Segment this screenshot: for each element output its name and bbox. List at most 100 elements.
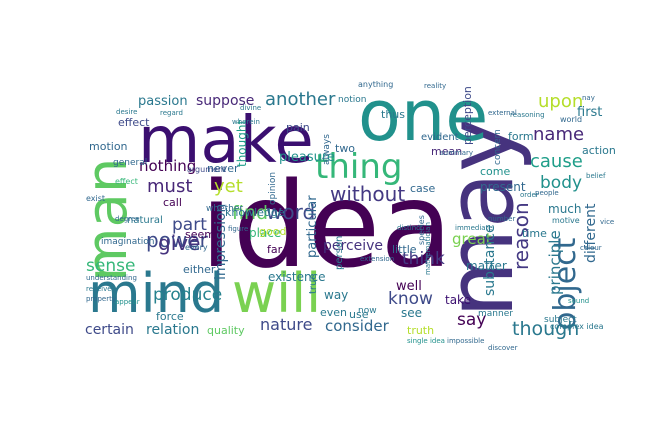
cloud-word-mathematician: mathematician bbox=[424, 222, 432, 275]
cloud-word-summary: summary bbox=[440, 149, 473, 157]
cloud-word-man: man bbox=[75, 158, 140, 282]
cloud-word-call: call bbox=[163, 196, 182, 209]
cloud-word-general: general bbox=[113, 158, 147, 168]
cloud-word-belief: belief bbox=[586, 172, 606, 180]
cloud-word-present: present bbox=[480, 180, 526, 194]
cloud-word-form: form bbox=[508, 130, 534, 143]
cloud-word-perception: perception bbox=[461, 86, 474, 145]
cloud-word-place: place bbox=[249, 226, 281, 240]
cloud-word-say: say bbox=[457, 310, 486, 330]
cloud-word-passion: passion bbox=[138, 94, 188, 109]
cloud-word-nothing: nothing bbox=[139, 157, 196, 175]
cloud-word-thought: thought bbox=[235, 120, 249, 167]
cloud-word-way: way bbox=[324, 288, 348, 302]
cloud-word-even: even bbox=[320, 306, 347, 319]
cloud-word-first: first bbox=[577, 105, 602, 120]
cloud-word-complex-idea: complex idea bbox=[550, 322, 604, 331]
cloud-word-matter: matter bbox=[466, 259, 507, 273]
cloud-word-impression: impression bbox=[213, 204, 229, 280]
cloud-word-reason: reason bbox=[509, 202, 533, 270]
cloud-word-degree: degree bbox=[115, 215, 140, 223]
cloud-word-wherein: wherein bbox=[232, 118, 260, 126]
cloud-word-property: property bbox=[86, 295, 116, 303]
cloud-word-body: body bbox=[540, 173, 582, 193]
cloud-word-suppose: suppose bbox=[196, 93, 254, 109]
cloud-word-number: number bbox=[488, 215, 515, 223]
cloud-word-mind: mind bbox=[88, 262, 224, 325]
cloud-word-substance: substance bbox=[482, 224, 498, 296]
cloud-word-much: much bbox=[548, 202, 582, 216]
cloud-word-true: true bbox=[308, 273, 319, 294]
cloud-word-people: people bbox=[535, 189, 559, 197]
cloud-word-whether: whether bbox=[206, 204, 243, 214]
cloud-word-figure: figure bbox=[228, 225, 248, 233]
cloud-word-seem: seem bbox=[185, 228, 215, 241]
cloud-word-certain: certain bbox=[85, 322, 134, 338]
cloud-word-appear: appear bbox=[115, 298, 140, 306]
cloud-word-person: person bbox=[334, 236, 345, 270]
cloud-word-two: two bbox=[335, 142, 355, 155]
cloud-word-must: must bbox=[147, 176, 192, 197]
cloud-word-receive: receive bbox=[86, 285, 112, 293]
cloud-word-particular: particular bbox=[305, 195, 320, 258]
cloud-word-anything: anything bbox=[358, 80, 393, 89]
cloud-word-far: far bbox=[267, 243, 283, 256]
cloud-word-perceive: perceive bbox=[323, 238, 383, 254]
cloud-word-will: will bbox=[232, 262, 321, 325]
cloud-word-nature: nature bbox=[260, 315, 312, 334]
cloud-word-one: one bbox=[358, 75, 488, 157]
cloud-word-thing: thing bbox=[315, 147, 402, 187]
cloud-word-regard: regard bbox=[160, 109, 183, 117]
cloud-word-manner: manner bbox=[478, 309, 513, 319]
cloud-word-well: well bbox=[396, 279, 422, 294]
cloud-word-immediate: immediate bbox=[455, 224, 493, 232]
cloud-word-distinct: distinct bbox=[397, 224, 423, 232]
cloud-word-discover: discover bbox=[488, 344, 518, 352]
cloud-word-existence: existence bbox=[268, 270, 326, 284]
cloud-word-come: come bbox=[480, 165, 510, 178]
cloud-word-never: never bbox=[207, 162, 239, 175]
cloud-word-action: action bbox=[582, 144, 616, 157]
cloud-word-principle: principle bbox=[546, 230, 564, 295]
cloud-word-relation: relation bbox=[146, 322, 199, 338]
cloud-word-produce: produce bbox=[153, 285, 222, 305]
cloud-word-consider: consider bbox=[325, 317, 390, 335]
cloud-word-impossible: impossible bbox=[447, 337, 484, 345]
cloud-word-natural: natural bbox=[127, 215, 163, 226]
cloud-word-cause: cause bbox=[530, 151, 583, 172]
cloud-word-reasoning: reasoning bbox=[510, 111, 545, 119]
cloud-word-concern: concern bbox=[493, 129, 503, 165]
cloud-word-know: know bbox=[388, 289, 433, 309]
cloud-word-see: see bbox=[401, 306, 422, 320]
cloud-word-name: name bbox=[533, 124, 584, 145]
cloud-word-great: great bbox=[452, 230, 492, 248]
cloud-word-desire: desire bbox=[116, 108, 137, 116]
cloud-word-extension: extension bbox=[360, 255, 394, 263]
cloud-word-sense: sense bbox=[86, 256, 135, 276]
cloud-word-always: always bbox=[322, 134, 332, 165]
cloud-word-opinion: opinion bbox=[268, 172, 278, 205]
cloud-word-sound: sound bbox=[568, 297, 589, 305]
cloud-word-time: time bbox=[522, 227, 547, 240]
cloud-word-nay: nay bbox=[582, 94, 595, 102]
cloud-word-single-idea: single idea bbox=[407, 337, 445, 345]
cloud-word-mean: mean bbox=[431, 145, 462, 158]
cloud-word-either: either bbox=[183, 263, 216, 276]
cloud-word-little: little bbox=[392, 243, 417, 256]
cloud-word-find: find bbox=[232, 202, 268, 224]
cloud-word-species: species bbox=[417, 215, 426, 245]
cloud-word-think: think bbox=[402, 249, 445, 269]
cloud-word-reality: reality bbox=[424, 82, 446, 90]
cloud-word-use: use bbox=[349, 308, 369, 321]
cloud-word-understanding: understanding bbox=[86, 274, 137, 282]
cloud-word-every: every bbox=[185, 243, 208, 252]
cloud-word-divine: divine bbox=[240, 104, 261, 112]
cloud-word-quality: quality bbox=[207, 324, 245, 337]
cloud-word-take: take bbox=[445, 293, 471, 307]
cloud-word-may: may bbox=[427, 118, 534, 318]
cloud-word-imagination: imagination bbox=[101, 237, 154, 247]
cloud-word-argument: argument bbox=[187, 165, 226, 174]
cloud-word-subject: subject bbox=[544, 315, 577, 325]
